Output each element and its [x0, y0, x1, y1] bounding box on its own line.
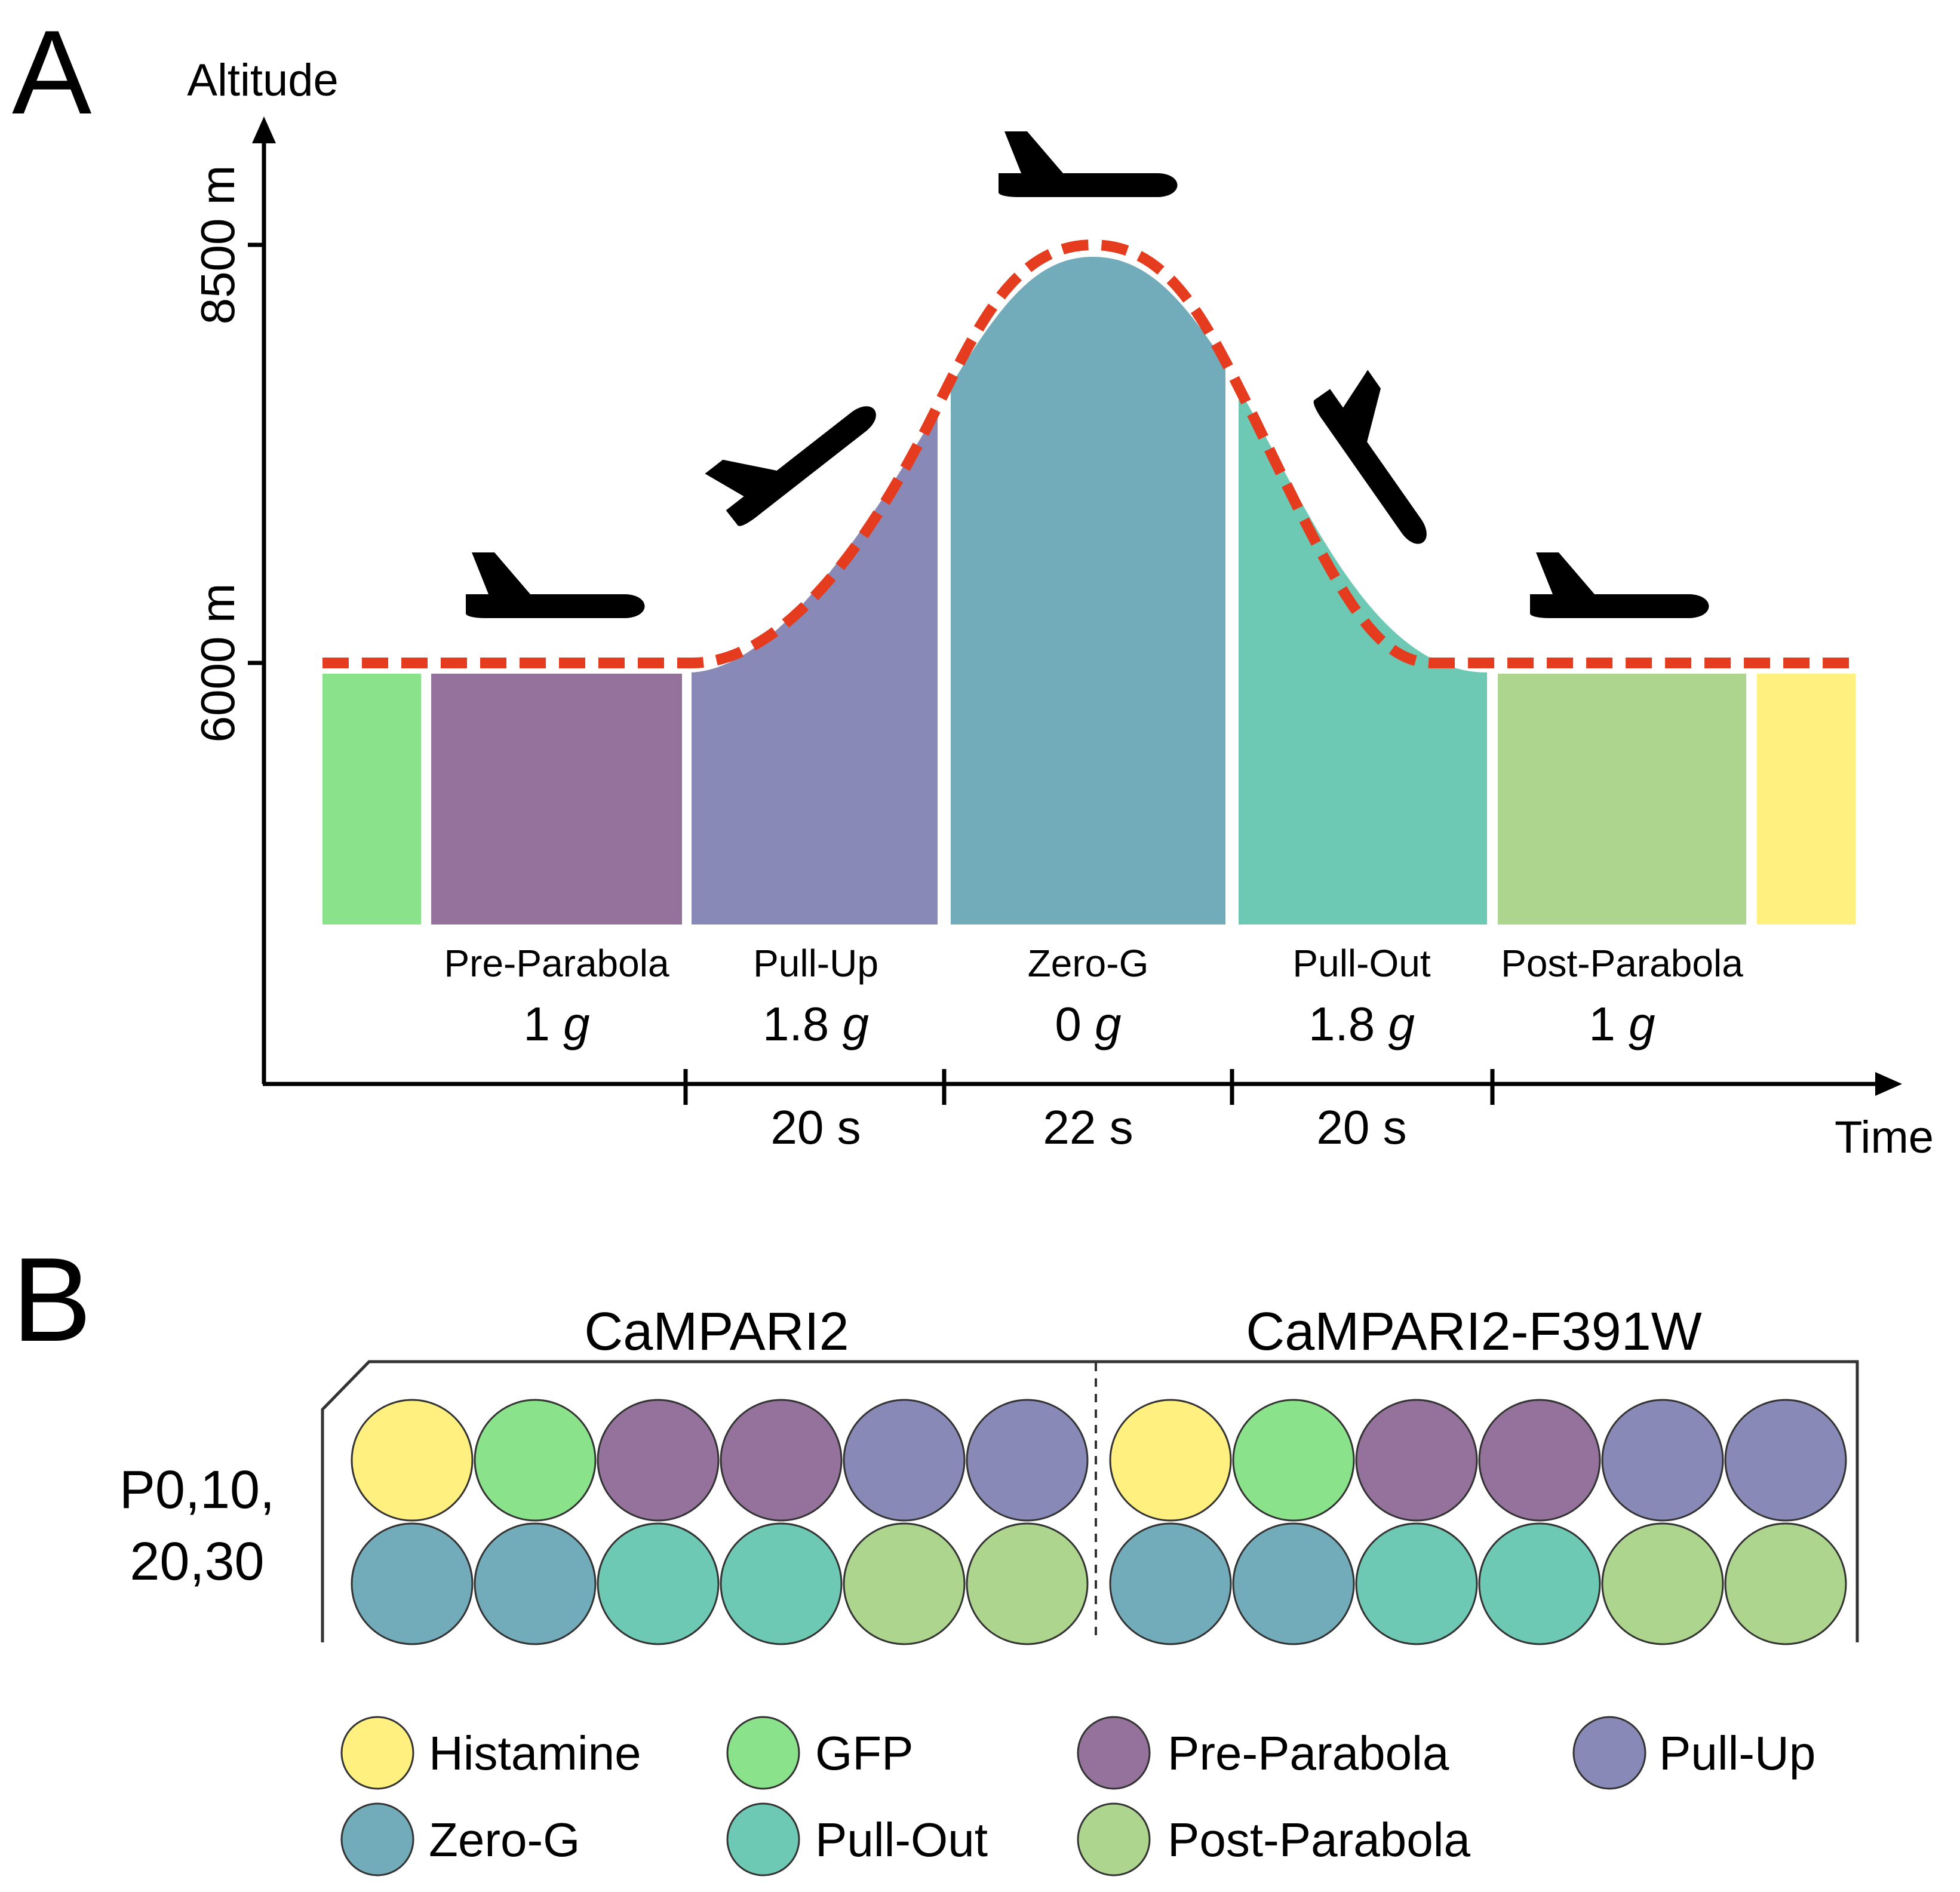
legend-swatch-zero-g [340, 1802, 414, 1876]
phase-label-pre-parabola: Pre-Parabola [444, 942, 669, 985]
gforce-pull-out: 1.8 g [1308, 997, 1415, 1051]
well-zerog [1232, 1522, 1355, 1645]
phase-label-zero-g: Zero-G [1028, 942, 1149, 985]
row-label-line1: P0,10, [119, 1460, 275, 1520]
gforce-post-parabola: 1 g [1589, 997, 1655, 1051]
phase-bands [322, 257, 1855, 924]
well-histamine [351, 1399, 474, 1522]
x-axis-arrow [1875, 1072, 1902, 1096]
well-post [1724, 1522, 1847, 1645]
well-zerog [351, 1522, 474, 1645]
phase-label-post-parabola: Post-Parabola [1501, 942, 1743, 985]
y-axis-title: Altitude [187, 55, 339, 106]
legend-swatch-gfp [726, 1716, 800, 1790]
airplane-icon-pull-out [1310, 365, 1467, 549]
well-zerog [1109, 1522, 1232, 1645]
well-plate-outline [321, 1360, 1859, 1642]
legend-label-pre-parabola: Pre-Parabola [1168, 1727, 1449, 1780]
well-pre [1355, 1399, 1478, 1522]
gforce-zero-g: 0 g [1055, 997, 1121, 1051]
airplane-icon-pre-parabola [466, 552, 645, 618]
gforce-pull-up: 1.8 g [763, 997, 869, 1051]
well-gfp [1232, 1399, 1355, 1522]
well-pullout [597, 1522, 720, 1645]
phase-label-pull-up: Pull-Up [753, 942, 878, 985]
well-pre [597, 1399, 720, 1522]
airplane-icon-post-parabola [1530, 552, 1709, 618]
legend-label-histamine: Histamine [429, 1727, 641, 1780]
well-pullup [843, 1399, 966, 1522]
phase-labels: Pre-Parabola 1 g Pull-Up 1.8 g Zero-G 0 … [444, 942, 1743, 1051]
legend-label-gfp: GFP [815, 1727, 913, 1780]
airplane-icon-zero-g [999, 131, 1178, 197]
well-pullup [966, 1399, 1089, 1522]
well-pre [720, 1399, 843, 1522]
panel-b-letter: B [12, 1233, 91, 1366]
well-pullout [1478, 1522, 1601, 1645]
y-tick-label-6000: 6000 m [191, 583, 244, 743]
phase-band-zero-g [951, 257, 1225, 924]
phase-band-post-parabola [1498, 674, 1746, 924]
y-tick-label-8500: 8500 m [191, 165, 244, 325]
phase-band-histamine [322, 674, 421, 924]
well-pullout [1355, 1522, 1478, 1645]
x-axis-title: Time [1835, 1112, 1934, 1163]
phase-band-end [1757, 674, 1855, 924]
well-pullup [1724, 1399, 1847, 1522]
well-post [1601, 1522, 1724, 1645]
legend: Histamine GFP Pre-Parabola Pull-Up Zero-… [340, 1716, 1815, 1876]
legend-label-pull-up: Pull-Up [1659, 1727, 1815, 1780]
well-post [843, 1522, 966, 1645]
y-axis-arrow [252, 116, 276, 143]
legend-label-pull-out: Pull-Out [815, 1813, 988, 1866]
well-zerog [474, 1522, 597, 1645]
legend-label-zero-g: Zero-G [429, 1813, 580, 1866]
phase-label-pull-out: Pull-Out [1292, 942, 1430, 985]
group-title-campari2-f391w: CaMPARI2-F391W [1246, 1302, 1702, 1362]
well-gfp [474, 1399, 597, 1522]
duration-zero-g: 22 s [1043, 1101, 1133, 1154]
wells [351, 1399, 1847, 1645]
legend-swatch-post-parabola [1077, 1802, 1151, 1876]
well-pullup [1601, 1399, 1724, 1522]
well-post [966, 1522, 1089, 1645]
axes [248, 116, 1902, 1105]
duration-pull-out: 20 s [1316, 1101, 1406, 1154]
flight-trajectory [322, 239, 1857, 668]
legend-swatch-pull-up [1572, 1716, 1646, 1790]
well-pre [1478, 1399, 1601, 1522]
well-pullout [720, 1522, 843, 1645]
panel-a-letter: A [12, 6, 92, 139]
phase-band-pre-parabola [431, 674, 682, 924]
gforce-pre-parabola: 1 g [523, 997, 589, 1051]
well-histamine [1109, 1399, 1232, 1522]
legend-swatch-histamine [340, 1716, 414, 1790]
legend-swatch-pull-out [726, 1802, 800, 1876]
group-title-campari2: CaMPARI2 [584, 1302, 849, 1362]
legend-swatch-pre-parabola [1077, 1716, 1151, 1790]
legend-label-post-parabola: Post-Parabola [1168, 1813, 1470, 1866]
duration-pull-up: 20 s [770, 1101, 861, 1154]
airplane-icon-pull-up [700, 367, 882, 529]
row-label-line2: 20,30 [130, 1532, 264, 1592]
phase-band-pull-up [692, 410, 938, 924]
